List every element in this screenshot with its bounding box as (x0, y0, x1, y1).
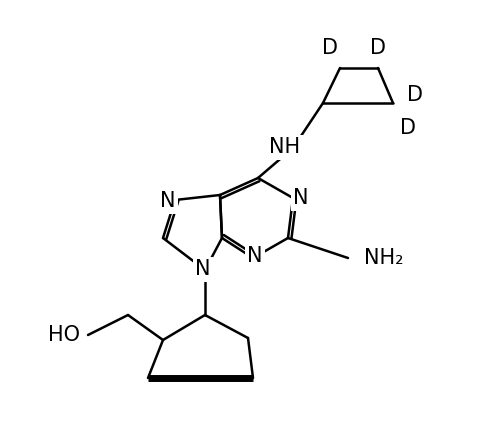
Text: N: N (247, 246, 263, 266)
Text: NH: NH (270, 137, 301, 157)
Text: D: D (400, 118, 416, 138)
Text: N: N (160, 191, 176, 211)
Text: NH₂: NH₂ (364, 248, 403, 268)
Text: N: N (293, 188, 309, 208)
Text: D: D (322, 38, 338, 58)
Text: D: D (370, 38, 386, 58)
Text: D: D (407, 85, 423, 105)
Text: N: N (195, 259, 211, 279)
Text: HO: HO (48, 325, 80, 345)
